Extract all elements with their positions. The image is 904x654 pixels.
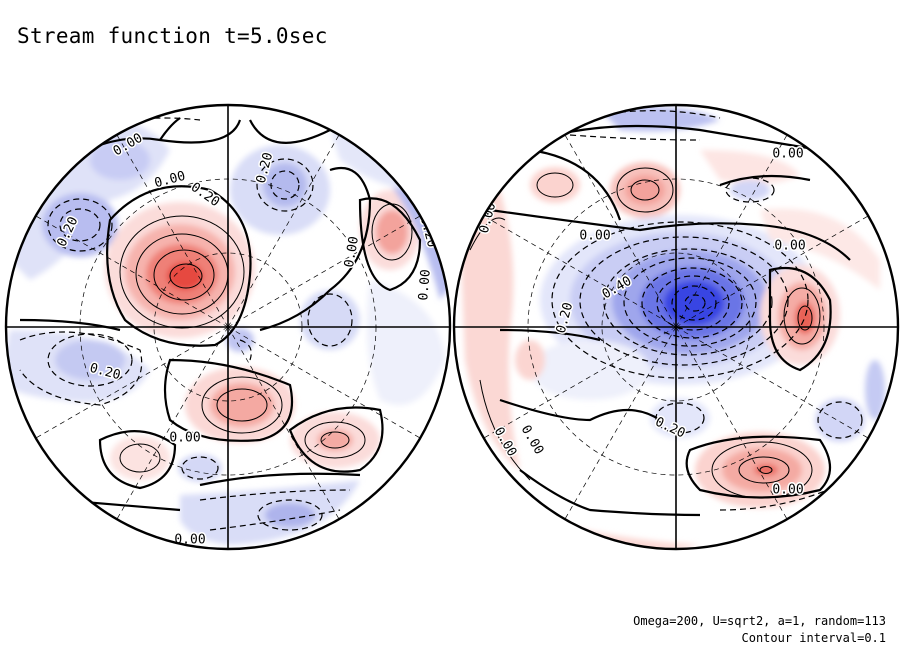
right-negative-contours <box>551 110 863 511</box>
page-title: Stream function t=5.0sec <box>17 24 328 48</box>
right-shading <box>460 106 885 549</box>
left-positive-contours <box>119 203 413 473</box>
contour-label-left-5: 0.00 <box>342 235 362 268</box>
footer-parameters: Omega=200, U=sqrt2, a=1, random=113 <box>633 614 886 628</box>
right-hemisphere: 0.000.000.000.000.400.200.00 0.200.000.00 <box>454 105 898 549</box>
left-hemisphere: 0.000.00 0.200.200.200.000.200.000.200.00… <box>6 105 450 549</box>
contour-label-left-7: 0.00 <box>416 269 434 302</box>
right-axes <box>454 105 898 549</box>
right-hemisphere-outline <box>452 103 900 551</box>
contour-label-right-2: 0.00 <box>579 229 610 244</box>
left-hemisphere-outline <box>4 103 452 551</box>
contour-label-left-9: 0.00 <box>169 431 200 446</box>
footer-contour-interval: Contour interval=0.1 <box>741 631 887 645</box>
contour-label-right-9: 0.00 <box>772 483 803 498</box>
right-positive-contours <box>469 167 821 499</box>
contour-label-right-3: 0.00 <box>774 239 805 254</box>
contour-label-right-0: 0.00 <box>772 147 803 162</box>
left-axes <box>6 105 450 549</box>
